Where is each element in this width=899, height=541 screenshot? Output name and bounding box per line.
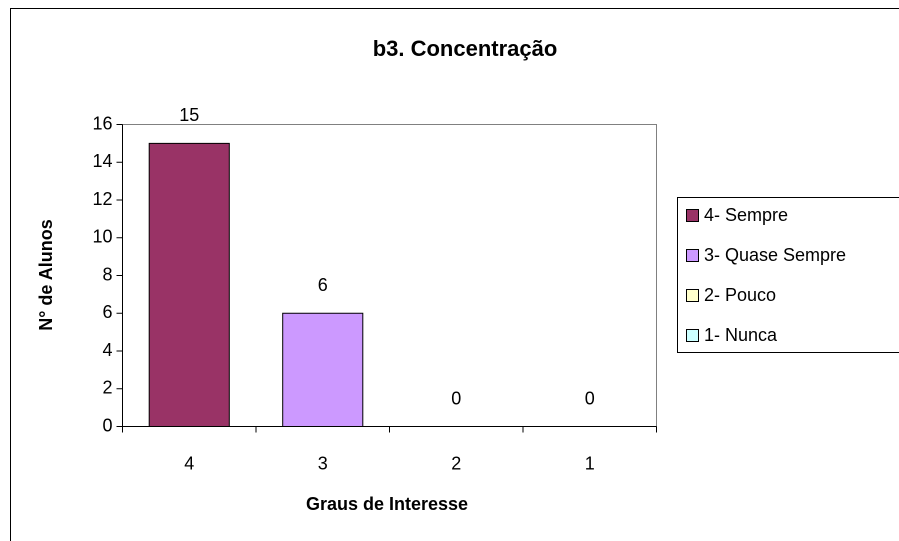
y-tick-label: 8 [102, 264, 112, 284]
legend-label: 4- Sempre [704, 205, 788, 225]
legend-label: 1- Nunca [704, 325, 778, 345]
data-label: 6 [318, 275, 328, 295]
data-label: 0 [585, 388, 595, 408]
legend-swatch [686, 289, 699, 302]
y-tick-label: 6 [102, 302, 112, 322]
legend-box [677, 197, 899, 353]
x-tick-label: 1 [585, 453, 595, 473]
y-tick-label: 12 [92, 189, 112, 209]
x-axis-label: Graus de Interesse [306, 494, 468, 514]
chart-title: b3. Concentração [373, 36, 558, 61]
legend-label: 2- Pouco [704, 285, 776, 305]
x-tick-label: 4 [184, 453, 194, 473]
y-tick-label: 4 [102, 340, 112, 360]
legend-swatch [686, 209, 699, 222]
y-tick-label: 16 [92, 113, 112, 133]
legend-label: 3- Quase Sempre [704, 245, 846, 265]
y-tick-label: 14 [92, 151, 112, 171]
x-tick-label: 3 [318, 453, 328, 473]
bar [282, 312, 364, 427]
y-tick-label: 10 [92, 227, 112, 247]
bar [148, 142, 230, 427]
y-axis-label: N° de Alunos [36, 219, 56, 331]
data-label: 0 [451, 388, 461, 408]
legend-swatch [686, 329, 699, 342]
data-label: 15 [179, 105, 199, 125]
y-tick-label: 2 [102, 378, 112, 398]
legend-swatch [686, 249, 699, 262]
y-tick-label: 0 [102, 415, 112, 435]
x-tick-label: 2 [451, 453, 461, 473]
